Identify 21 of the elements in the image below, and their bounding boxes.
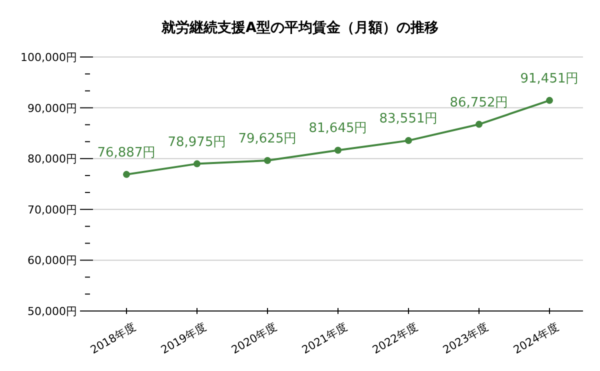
text: 86,752円 (450, 95, 508, 110)
y-tick-label: 60,000円 (28, 254, 77, 268)
y-tick-label: 80,000円 (28, 152, 77, 166)
point (405, 137, 412, 144)
point (334, 146, 342, 154)
text: 79,625円 (238, 132, 297, 147)
point (476, 120, 483, 128)
y-tick-label: 100,000円 (20, 51, 77, 64)
y-tick-label: 70,000円 (28, 203, 77, 216)
text: 91,451円 (520, 71, 579, 86)
point (193, 160, 200, 168)
text: 76,887円 (97, 145, 156, 160)
text: 81,645円 (308, 121, 368, 136)
y-tick-label: 90,000円 (28, 102, 77, 115)
point (546, 96, 554, 104)
point (264, 157, 271, 164)
point (122, 170, 130, 178)
text: 78,975円 (168, 134, 226, 150)
chart-title: 就労継続支援A型の平均賃金（月額）の推移 (160, 19, 438, 36)
text: 83,551円 (379, 112, 438, 127)
y-tick-label: 50,000円 (28, 305, 77, 318)
